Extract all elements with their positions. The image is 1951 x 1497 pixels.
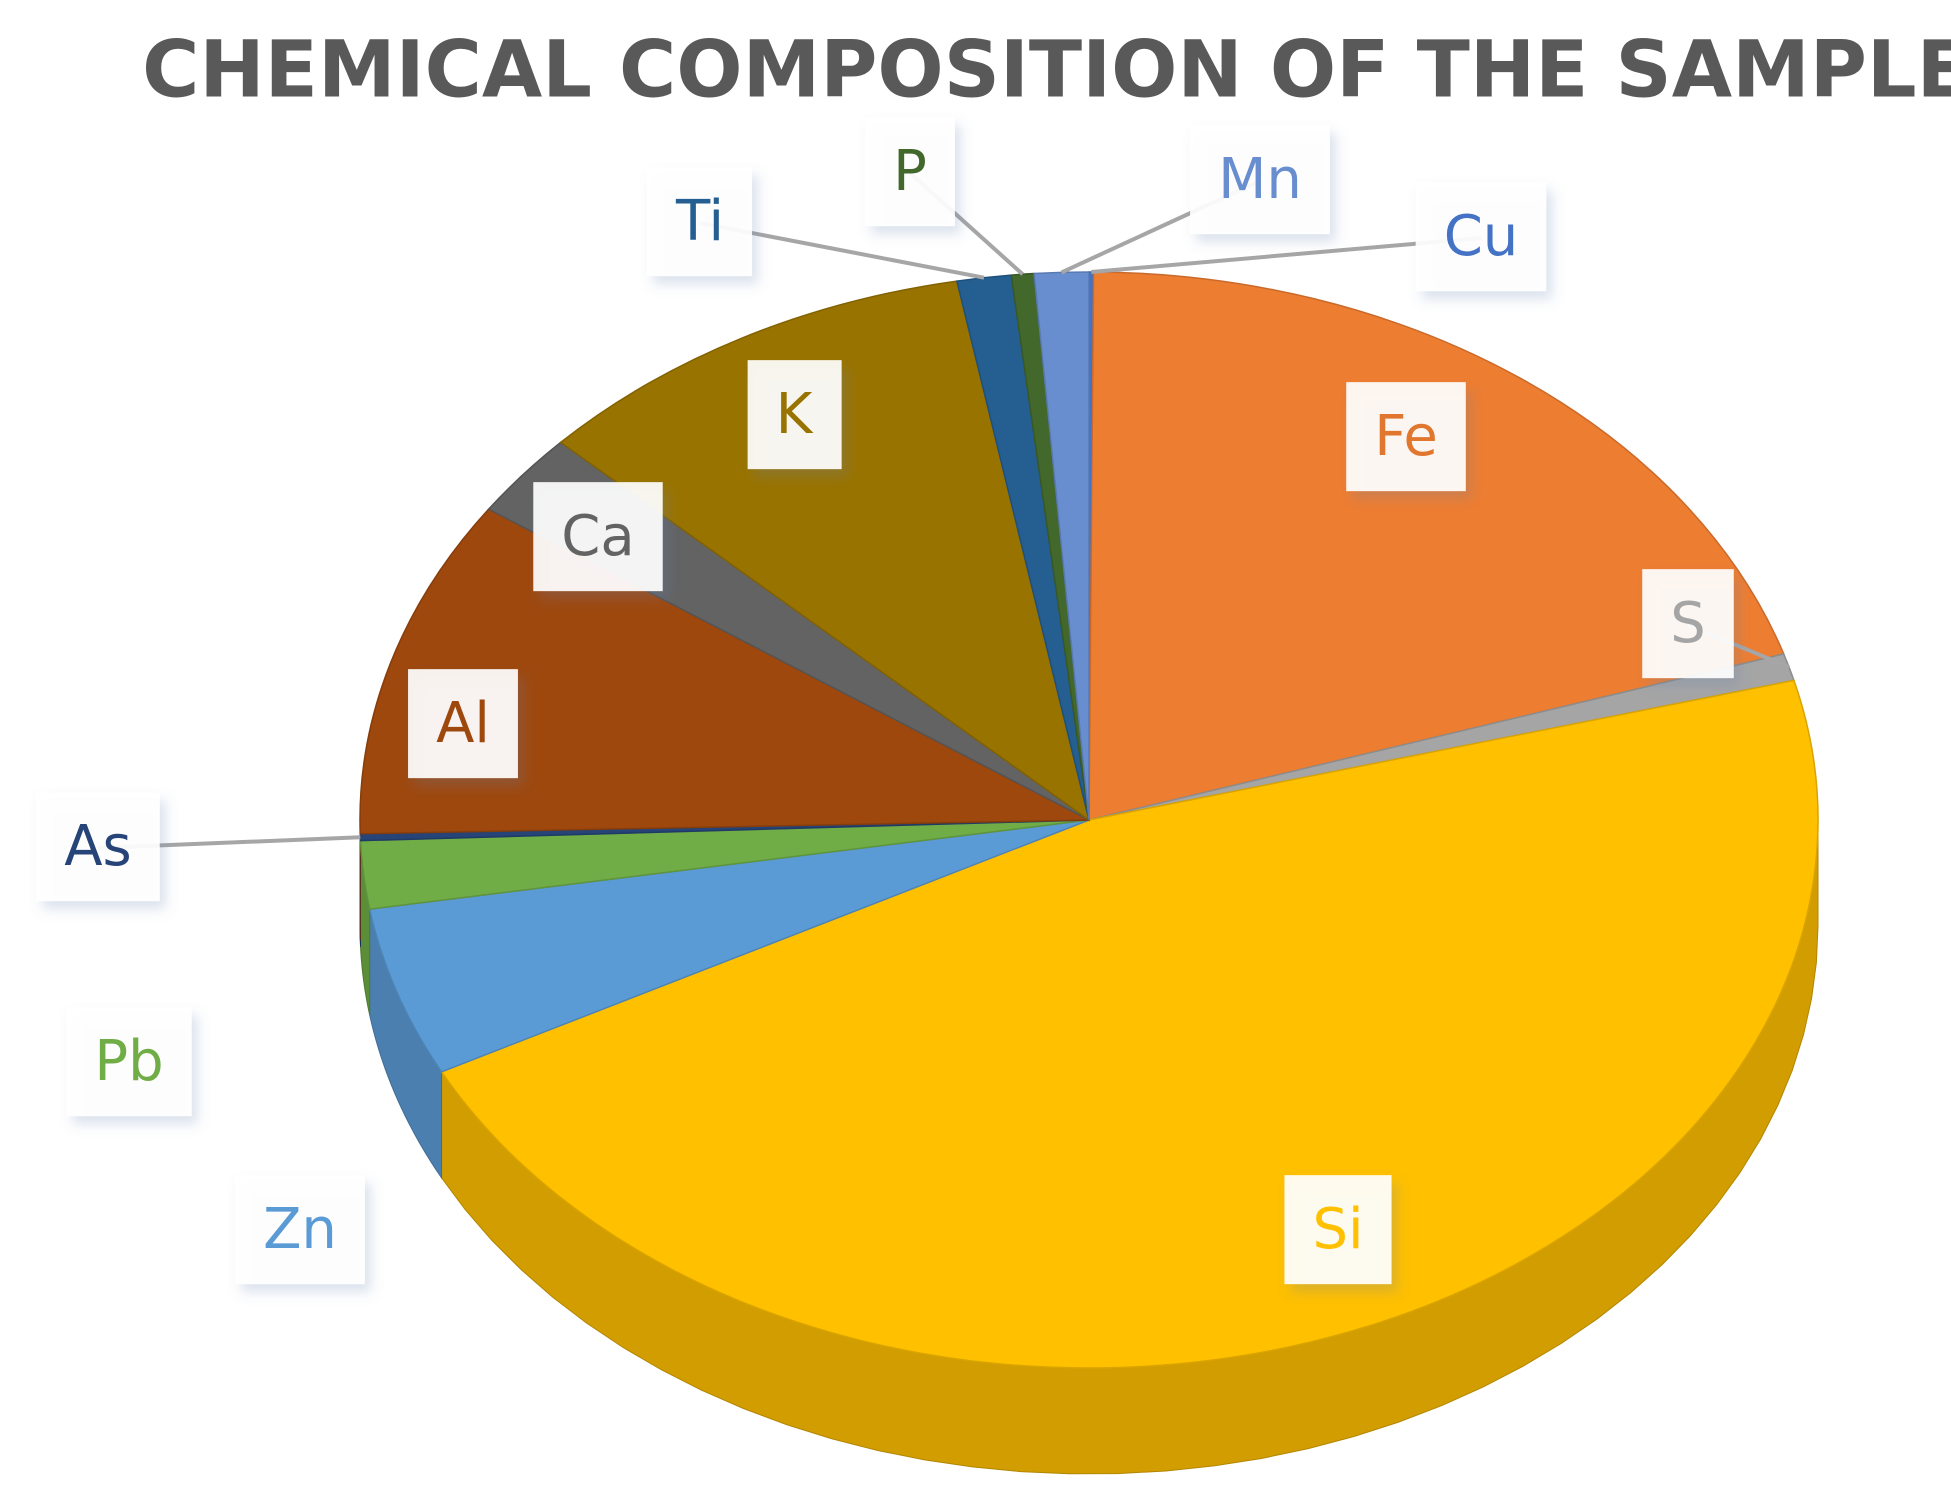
data-label: Al [408, 669, 518, 779]
label-box [646, 167, 753, 277]
label-text: Ca [561, 504, 634, 569]
data-label: Mn [1190, 125, 1330, 235]
data-label: Pb [66, 1007, 192, 1117]
data-label: K [747, 360, 842, 470]
data-label: Ti [646, 167, 753, 277]
data-label: Ca [533, 482, 663, 592]
slice [368, 819, 1090, 1073]
label-box [408, 669, 518, 779]
label-box [747, 360, 842, 470]
label-text: Ti [675, 189, 724, 254]
label-box [36, 792, 160, 902]
label-box [235, 1175, 365, 1285]
data-label: Fe [1346, 382, 1466, 492]
label-text: S [1670, 591, 1706, 656]
chart-title: CHEMICAL COMPOSITION OF THE SAMPLE [142, 25, 1951, 115]
label-box [1642, 569, 1734, 679]
label-text: Zn [263, 1197, 337, 1262]
data-label: S [1642, 569, 1734, 679]
label-text: K [776, 382, 814, 447]
label-box [865, 117, 955, 227]
label-box [66, 1007, 192, 1117]
data-label: Cu [1415, 182, 1547, 292]
data-label: Zn [235, 1175, 365, 1285]
label-box [1190, 125, 1330, 235]
label-text: P [893, 139, 927, 204]
label-text: Si [1312, 1197, 1363, 1262]
slice [1088, 271, 1785, 821]
label-box [533, 482, 663, 592]
slice [559, 280, 1091, 822]
label-text: Cu [1444, 204, 1519, 269]
data-label: As [36, 792, 160, 902]
label-text: Al [436, 691, 490, 756]
label-text: Fe [1374, 404, 1438, 469]
label-text: As [64, 814, 131, 879]
label-box [1284, 1175, 1392, 1285]
label-text: Mn [1218, 147, 1302, 212]
data-label: Si [1284, 1175, 1392, 1285]
label-text: Pb [94, 1029, 163, 1094]
label-box [1415, 182, 1547, 292]
slice [440, 679, 1819, 1369]
data-label: P [865, 117, 955, 227]
label-box [1346, 382, 1466, 492]
